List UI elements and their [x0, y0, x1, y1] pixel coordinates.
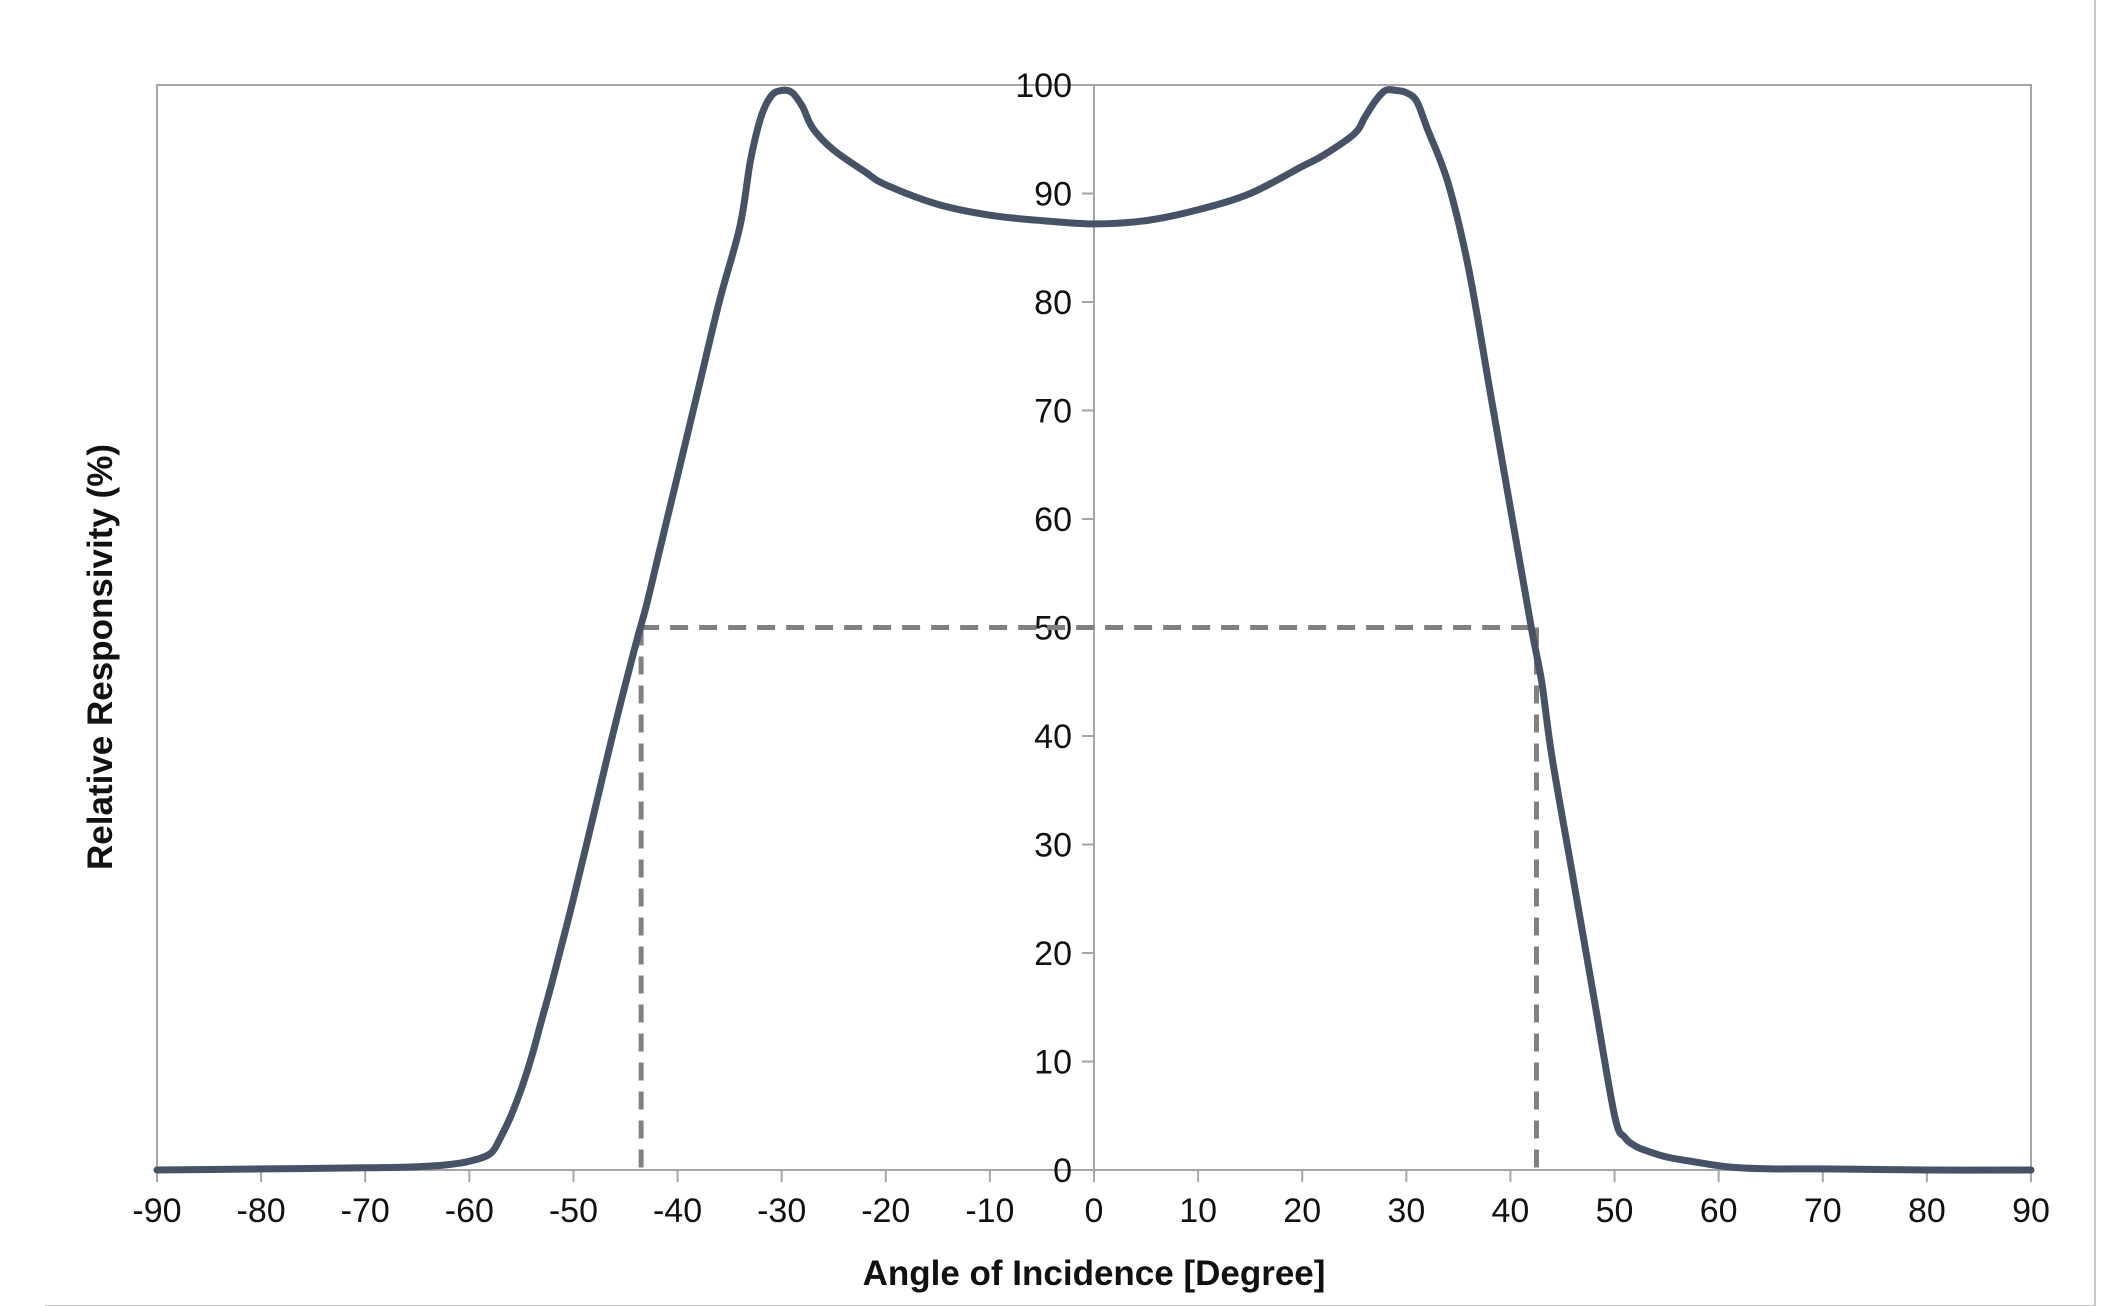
y-tick-label: 90 — [1034, 176, 1072, 214]
x-tick-label: -50 — [549, 1192, 598, 1230]
y-tick-label: 70 — [1034, 393, 1072, 431]
y-tick-label: 60 — [1034, 501, 1072, 539]
y-tick-label: 30 — [1034, 827, 1072, 865]
x-tick-label: -60 — [445, 1192, 494, 1230]
x-tick-label: 70 — [1804, 1192, 1842, 1230]
x-tick-label: -40 — [653, 1192, 702, 1230]
series-group — [153, 86, 2035, 1174]
y-tick-label: 10 — [1034, 1044, 1072, 1082]
x-tick-label: 90 — [2012, 1192, 2050, 1230]
x-axis-ticks: -90 -80 -70 -60 -50 -40 -30 -20 -10 0 10 20 30 40 50 60… — [132, 1170, 2050, 1230]
x-tick-label: 20 — [1283, 1192, 1321, 1230]
y-axis-title: Relative Responsivity (%) — [81, 444, 120, 870]
x-tick-label: -30 — [757, 1192, 806, 1230]
x-tick-label: 10 — [1179, 1192, 1217, 1230]
x-tick-label: -80 — [237, 1192, 286, 1230]
y-tick-label: 100 — [1015, 67, 1072, 105]
y-tick-label: 80 — [1034, 284, 1072, 322]
y-tick-label: 20 — [1034, 935, 1072, 973]
x-tick-label: 80 — [1908, 1192, 1946, 1230]
x-tick-label: -20 — [861, 1192, 910, 1230]
x-tick-label: 30 — [1387, 1192, 1425, 1230]
x-tick-label: 40 — [1492, 1192, 1530, 1230]
x-axis-title: Angle of Incidence [Degree] — [863, 1254, 1326, 1293]
x-tick-label: -70 — [341, 1192, 390, 1230]
half-max-reference-lines — [638, 625, 1539, 1170]
y-tick-label: 0 — [1053, 1152, 1072, 1190]
x-tick-label: 50 — [1596, 1192, 1634, 1230]
y-tick-label: 40 — [1034, 718, 1072, 756]
x-tick-label: -10 — [965, 1192, 1014, 1230]
x-tick-label: 60 — [1700, 1192, 1738, 1230]
series-line-relative-responsivity — [153, 86, 2035, 1174]
x-tick-label: 0 — [1085, 1192, 1104, 1230]
x-tick-label: -90 — [132, 1192, 181, 1230]
